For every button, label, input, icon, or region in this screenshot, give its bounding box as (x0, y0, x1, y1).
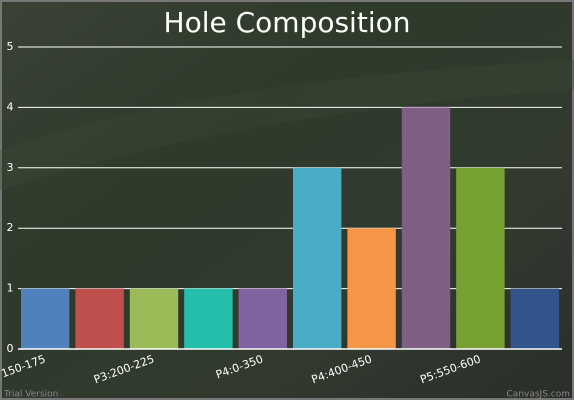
y-tick-label: 1 (7, 282, 14, 295)
watermark: Trial Version (3, 390, 58, 400)
watermark: CanvasJS.com (507, 390, 570, 400)
chart-title: Hole Composition (164, 6, 411, 39)
y-tick-label: 5 (7, 40, 14, 53)
bar (20, 288, 70, 349)
bar (401, 107, 451, 350)
bar (456, 167, 505, 349)
bar (292, 167, 342, 349)
y-tick-label: 0 (7, 342, 14, 355)
y-tick-label: 3 (7, 161, 14, 174)
background-field (0, 60, 574, 190)
bar (75, 288, 124, 349)
bar (510, 288, 560, 349)
bar (238, 288, 288, 349)
y-tick-label: 2 (7, 221, 14, 234)
bar (347, 228, 396, 349)
bar (129, 288, 179, 349)
y-tick-label: 4 (7, 100, 14, 113)
bar (184, 288, 233, 349)
